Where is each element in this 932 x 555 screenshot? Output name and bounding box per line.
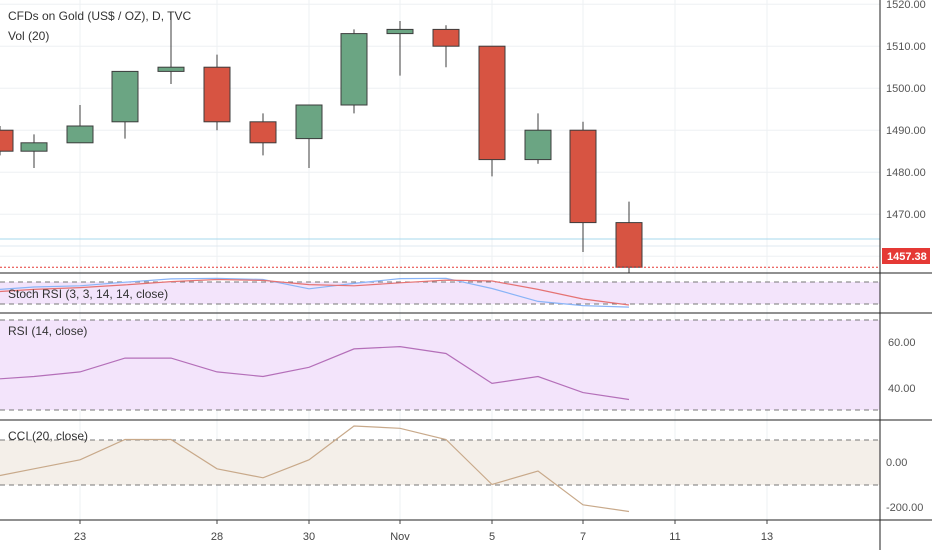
candlesticks [0, 12, 643, 273]
candle-body [340, 33, 368, 106]
rsi-tick-label: 60.00 [888, 337, 916, 349]
stoch-rsi-label: Stoch RSI (3, 3, 14, 14, close) [8, 287, 168, 301]
candle-body [0, 129, 14, 152]
candle-body [569, 129, 597, 224]
cci-line [0, 425, 630, 513]
time-tick-label: Nov [390, 531, 410, 543]
volume-label: Vol (20) [8, 29, 49, 43]
rsi-line [0, 345, 630, 401]
cci-tick-label: -200.00 [886, 502, 923, 514]
stoch-rsi-d-line [0, 278, 630, 306]
candle-body [432, 28, 460, 47]
candle-body [386, 28, 414, 35]
candle-body [295, 104, 323, 140]
grid-lines [0, 0, 880, 520]
last-price-label: 1457.38 [887, 251, 927, 263]
stoch-rsi-band [0, 282, 880, 304]
candle-body [66, 125, 94, 144]
candle-body [478, 45, 506, 161]
indicator-lines [0, 266, 880, 513]
candle-body [203, 66, 231, 123]
price-tick-label: 1470.00 [886, 209, 926, 221]
candle-body [20, 142, 48, 152]
candle-body [111, 70, 139, 123]
time-tick-label: 23 [74, 531, 86, 543]
rsi-band [0, 320, 880, 410]
cci-tick-label: 0.00 [886, 457, 907, 469]
time-axis: 23 28 30 Nov 5 7 11 13 [74, 520, 773, 543]
price-tick-label: 1520.00 [886, 0, 926, 11]
time-tick-label: 7 [580, 531, 586, 543]
candle-body [615, 222, 643, 268]
rsi-label: RSI (14, close) [8, 324, 87, 338]
time-tick-label: 30 [303, 531, 315, 543]
price-tick-label: 1500.00 [886, 83, 926, 95]
last-price-badge [882, 248, 930, 264]
price-tick-label: 1480.00 [886, 167, 926, 179]
candle-body [157, 66, 185, 72]
stoch-rsi-k-line [0, 277, 630, 308]
time-tick-label: 13 [761, 531, 773, 543]
indicator-backgrounds [0, 281, 880, 486]
price-tick-label: 1510.00 [886, 41, 926, 53]
time-tick-label: 28 [211, 531, 223, 543]
time-tick-label: 11 [669, 531, 680, 543]
chart-title: CFDs on Gold (US$ / OZ), D, TVC [8, 9, 191, 23]
time-tick-label: 5 [489, 531, 495, 543]
candle-body [249, 121, 277, 144]
cci-band [0, 440, 880, 485]
candle-body [524, 129, 552, 161]
price-tick-label: 1490.00 [886, 125, 926, 137]
cci-label: CCI (20, close) [8, 429, 88, 443]
rsi-tick-label: 40.00 [888, 383, 916, 395]
